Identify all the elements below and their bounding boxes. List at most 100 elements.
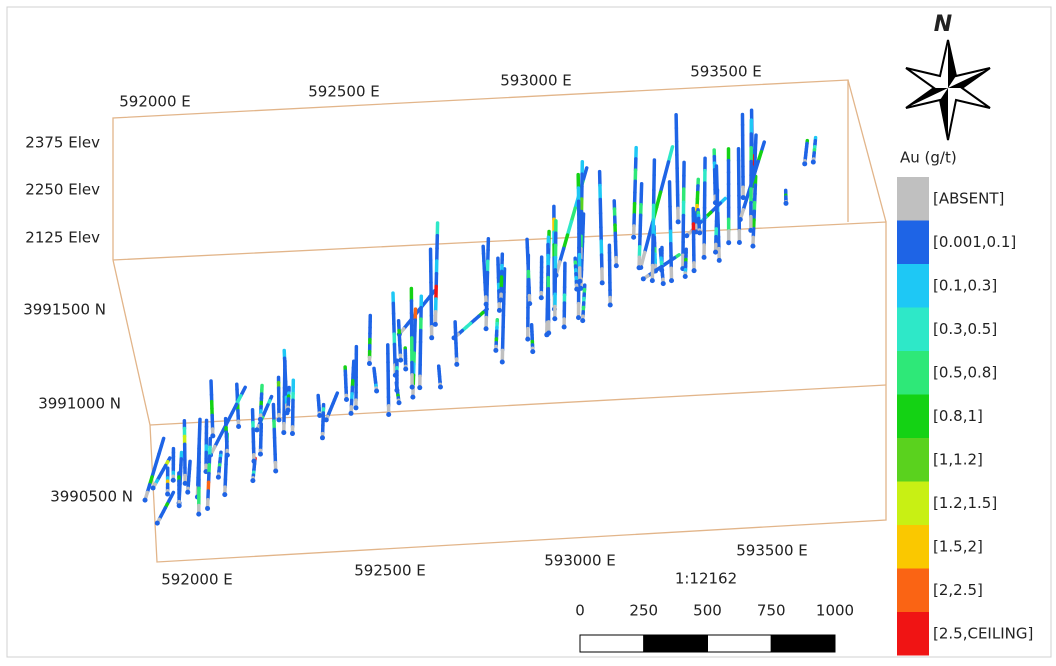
drillhole-end: [811, 160, 816, 165]
legend-swatch: [897, 308, 929, 352]
drillhole-end: [277, 417, 282, 422]
drillhole-end: [737, 240, 742, 245]
drillhole-end: [676, 219, 681, 224]
drillhole-end: [576, 315, 581, 320]
scale-segment: [644, 635, 708, 652]
drillhole-end: [669, 278, 674, 283]
drillhole-end: [386, 412, 391, 417]
drillhole-end: [410, 385, 415, 390]
legend-swatch: [897, 351, 929, 395]
legend-label: [2.5,CEILING]: [933, 625, 1033, 643]
drillhole-end: [498, 297, 503, 302]
scale-label: 750: [757, 602, 786, 620]
scale-ratio: 1:12162: [675, 570, 737, 588]
drillhole-end: [713, 250, 718, 255]
legend-swatch: [897, 264, 929, 308]
drillhole-end: [748, 228, 753, 233]
drillhole-end: [692, 268, 697, 273]
drillhole-end: [155, 521, 160, 526]
legend-label: [1,1.2]: [933, 451, 983, 469]
drillhole-end: [286, 408, 291, 413]
drillhole-end: [320, 435, 325, 440]
drillhole-end: [484, 326, 489, 331]
elevation-label: 2250 Elev: [25, 181, 100, 199]
drillhole-end: [258, 417, 263, 422]
drillhole-end: [484, 302, 489, 307]
drillhole-end: [403, 366, 408, 371]
drillhole-end: [205, 506, 210, 511]
drillhole-end: [600, 280, 605, 285]
easting-label: 593500 E: [736, 542, 808, 560]
drillhole-end: [697, 230, 702, 235]
drillhole-end: [185, 490, 190, 495]
drillhole-end: [574, 287, 579, 292]
drillhole-end: [353, 405, 358, 410]
easting-label: 592500 E: [354, 562, 426, 580]
easting-label: 592000 E: [161, 571, 233, 589]
legend-title: Au (g/t): [900, 149, 957, 167]
drillhole-end: [577, 279, 582, 284]
drillhole-end: [608, 303, 613, 308]
drillhole-end: [684, 233, 689, 238]
legend-swatch: [897, 612, 929, 656]
drillhole-end: [165, 492, 170, 497]
northing-label: 3991500 N: [23, 301, 106, 319]
drillhole-end: [151, 485, 156, 490]
drillhole-end: [802, 161, 807, 166]
elevation-label: 2375 Elev: [25, 134, 100, 152]
scale-segment: [771, 635, 835, 652]
drillhole-end: [661, 281, 666, 286]
legend-label: [0.5,0.8]: [933, 364, 997, 382]
drillhole-end: [641, 276, 646, 281]
scale-label: 1000: [816, 602, 854, 620]
legend-label: [0.001,0.1]: [933, 233, 1016, 251]
drillhole-end: [410, 395, 415, 400]
drillhole-end: [784, 201, 789, 206]
legend-label: [0.1,0.3]: [933, 277, 997, 295]
drillhole-end: [254, 427, 259, 432]
drillhole-end: [580, 318, 585, 323]
legend-label: [2,2.5]: [933, 581, 983, 599]
drillhole-end: [738, 217, 743, 222]
drillhole-end: [367, 361, 372, 366]
legend-swatch: [897, 482, 929, 526]
easting-label: 593000 E: [544, 552, 616, 570]
drillhole-end: [702, 255, 707, 260]
drillhole-end: [500, 360, 505, 365]
easting-label: 593500 E: [690, 63, 762, 81]
drillhole-end: [398, 358, 403, 363]
drillhole-end: [374, 388, 379, 393]
drillhole-end: [750, 244, 755, 249]
drillhole-end: [527, 301, 532, 306]
drillhole-end: [196, 512, 201, 517]
drillhole-end: [525, 337, 530, 342]
drillhole-end: [637, 265, 642, 270]
easting-label: 593000 E: [500, 72, 572, 90]
drillhole-end: [683, 274, 688, 279]
drillhole-end: [317, 413, 322, 418]
drillhole-end: [236, 424, 241, 429]
drillhole-end: [183, 481, 188, 486]
drillhole-end: [438, 385, 443, 390]
drillhole-end: [726, 240, 731, 245]
drillhole-end: [552, 316, 557, 321]
drillhole-end: [631, 235, 636, 240]
drillhole-end: [539, 295, 544, 300]
drillhole-end: [429, 335, 434, 340]
drillhole-end: [562, 324, 567, 329]
legend-swatch: [897, 221, 929, 265]
drillhole-end: [225, 453, 230, 458]
drillhole-end: [281, 430, 286, 435]
legend-swatch: [897, 438, 929, 482]
legend-swatch: [897, 395, 929, 439]
drillhole-end: [417, 385, 422, 390]
drillhole-end: [650, 278, 655, 283]
drillhole-end: [717, 258, 722, 263]
north-label: N: [934, 12, 952, 37]
legend-swatch: [897, 525, 929, 569]
drillhole-end: [222, 492, 227, 497]
drillhole-end: [493, 348, 498, 353]
scale-segment: [708, 635, 772, 652]
easting-label: 592000 E: [119, 93, 191, 111]
